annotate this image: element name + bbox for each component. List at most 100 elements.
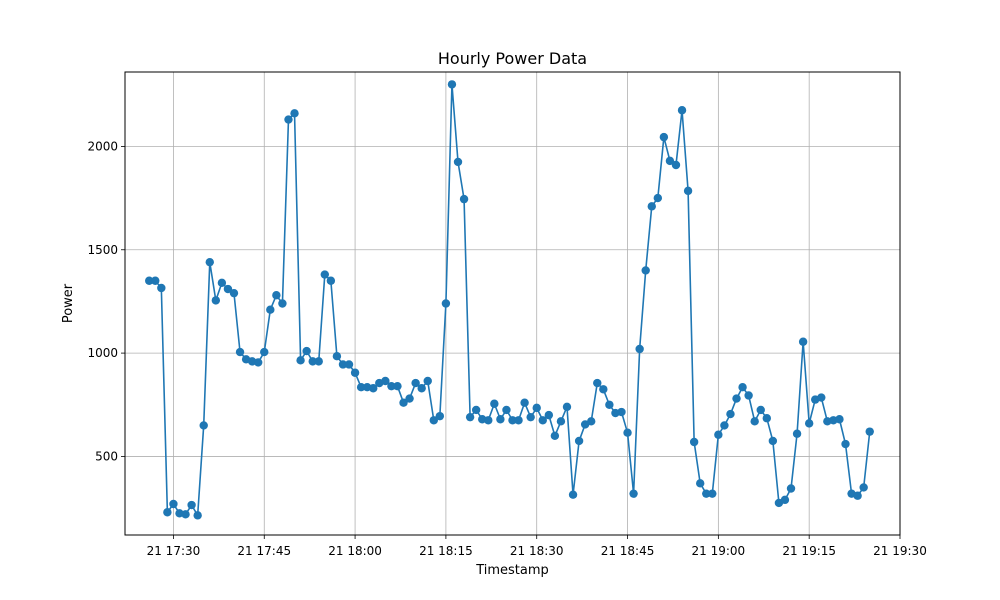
data-point <box>350 368 360 377</box>
data-point <box>635 344 644 354</box>
y-axis-label: Power <box>61 283 76 323</box>
data-point <box>369 384 378 393</box>
data-point <box>853 491 862 500</box>
chart-title: Hourly Power Data <box>438 49 587 68</box>
data-point <box>447 80 457 89</box>
data-point <box>587 417 596 426</box>
data-point <box>696 479 705 488</box>
data-point <box>798 337 808 346</box>
x-tick-label: 21 19:15 <box>782 544 836 558</box>
data-point <box>641 266 650 275</box>
y-tick-label: 2000 <box>87 139 118 153</box>
data-point <box>532 403 541 413</box>
grid-lines <box>125 72 901 535</box>
data-point <box>780 495 790 505</box>
data-point <box>835 415 844 424</box>
data-point <box>738 383 747 392</box>
data-point <box>441 299 451 308</box>
data-point <box>841 439 850 449</box>
data-point <box>720 421 729 430</box>
data-point <box>792 429 802 438</box>
data-point <box>538 416 547 425</box>
y-axis: 500 1000 1500 2000 <box>87 139 125 463</box>
data-point <box>199 421 208 430</box>
x-tick-label: 21 18:45 <box>601 544 655 558</box>
data-point <box>520 398 529 407</box>
data-point <box>344 360 354 369</box>
data-point <box>181 510 190 519</box>
data-point <box>326 276 336 285</box>
data-point <box>726 409 735 419</box>
data-point <box>254 358 263 367</box>
data-point <box>629 489 638 498</box>
data-point <box>562 402 572 412</box>
data-point <box>332 352 342 361</box>
data-point <box>314 357 323 366</box>
data-point <box>544 410 554 420</box>
series-line <box>149 83 871 517</box>
data-point <box>399 398 408 407</box>
data-point <box>272 291 281 300</box>
data-point <box>193 511 202 520</box>
y-tick-label: 1500 <box>87 243 118 257</box>
data-point <box>296 356 305 365</box>
data-point <box>502 405 511 415</box>
data-point <box>459 194 469 204</box>
data-point <box>429 416 438 425</box>
data-point <box>471 405 481 415</box>
x-tick-label: 21 17:45 <box>237 544 291 558</box>
plot-area <box>124 71 901 536</box>
data-point <box>623 428 632 437</box>
data-point <box>169 499 178 509</box>
data-point <box>756 405 765 415</box>
data-point <box>762 414 771 423</box>
data-point <box>187 500 196 510</box>
data-point <box>732 394 741 403</box>
data-point <box>702 489 711 498</box>
data-point <box>278 299 287 308</box>
data-point <box>683 186 693 196</box>
y-tick-label: 500 <box>95 449 118 463</box>
data-point <box>865 427 874 436</box>
data-point <box>260 347 269 357</box>
x-tick-label: 21 17:30 <box>147 544 201 558</box>
data-point <box>320 270 329 279</box>
data-point <box>508 416 517 425</box>
data-point <box>381 376 390 386</box>
data-point <box>465 412 475 422</box>
data-point <box>417 384 426 393</box>
data-point <box>599 385 608 394</box>
data-point <box>405 394 414 403</box>
x-tick-label: 21 19:30 <box>873 544 927 558</box>
x-tick-label: 21 19:00 <box>692 544 746 558</box>
data-point <box>387 381 396 391</box>
y-tick-label: 1000 <box>87 346 118 360</box>
data-point <box>677 106 687 115</box>
x-tick-label: 21 18:15 <box>419 544 473 558</box>
data-point <box>217 278 227 288</box>
data-point <box>411 378 420 388</box>
data-point <box>617 407 626 417</box>
data-point <box>653 193 663 203</box>
data-point <box>356 383 366 392</box>
data-point <box>817 393 826 402</box>
data-point <box>804 419 814 428</box>
data-point <box>266 305 275 314</box>
data-point <box>671 160 681 170</box>
x-tick-label: 21 18:00 <box>328 544 382 558</box>
data-point <box>163 508 172 517</box>
data-point <box>302 346 311 356</box>
data-point <box>593 378 602 388</box>
data-point <box>235 347 245 357</box>
data-point <box>157 283 166 293</box>
data-point <box>308 357 317 366</box>
data-point <box>605 400 614 409</box>
data-point <box>205 257 214 267</box>
data-point <box>574 436 584 446</box>
data-point <box>665 156 675 166</box>
data-point <box>514 416 523 425</box>
data-series <box>145 80 874 520</box>
data-point <box>338 360 348 369</box>
data-point <box>550 431 560 440</box>
